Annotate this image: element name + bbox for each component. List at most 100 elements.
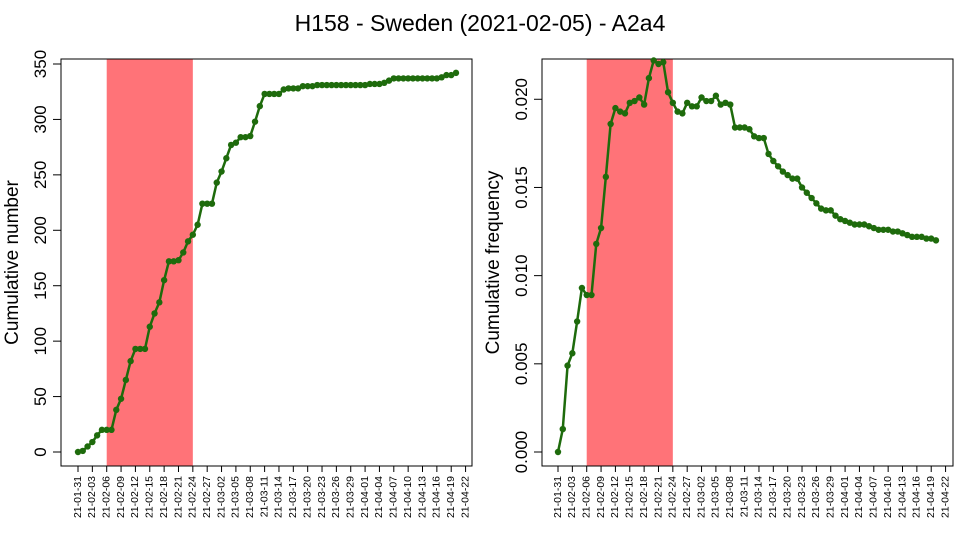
x-tick-label: 21-04-19 xyxy=(925,476,937,518)
x-tick-label: 21-03-02 xyxy=(215,476,227,518)
data-point xyxy=(294,85,302,92)
data-point xyxy=(371,80,378,88)
data-point xyxy=(808,194,815,202)
x-tick-label: 21-02-18 xyxy=(158,476,170,518)
data-point xyxy=(117,395,125,402)
data-point xyxy=(428,75,436,82)
data-point xyxy=(727,101,734,108)
x-tick-label: 21-04-19 xyxy=(445,476,457,518)
data-point xyxy=(703,97,710,105)
data-point xyxy=(856,221,863,228)
y-tick-label: 200 xyxy=(31,216,50,244)
y-tick-label: 0.015 xyxy=(512,166,531,209)
data-point xyxy=(93,432,101,439)
data-point xyxy=(827,207,834,214)
x-tick-label: 21-04-01 xyxy=(359,476,371,518)
data-point xyxy=(923,235,930,242)
y-axis-label: Cumulative frequency xyxy=(483,170,504,354)
data-point xyxy=(569,350,576,357)
x-tick-label: 21-03-05 xyxy=(230,476,242,518)
data-point xyxy=(650,57,657,64)
data-point xyxy=(621,110,629,117)
data-point xyxy=(784,171,791,179)
data-point xyxy=(352,81,359,89)
data-point xyxy=(875,226,882,233)
x-tick-label: 21-02-06 xyxy=(100,476,112,518)
data-point xyxy=(151,310,158,317)
x-tick-label: 21-02-21 xyxy=(652,476,664,518)
data-point xyxy=(419,75,426,82)
data-point xyxy=(880,226,887,233)
x-tick-label: 21-03-14 xyxy=(753,476,765,518)
data-point xyxy=(597,224,605,232)
data-point xyxy=(366,80,374,88)
x-tick-label: 21-02-18 xyxy=(638,476,650,518)
data-point xyxy=(314,81,321,89)
y-tick-label: 100 xyxy=(31,327,50,355)
x-tick-label: 21-02-03 xyxy=(86,476,98,518)
data-point xyxy=(256,102,264,110)
data-point xyxy=(237,133,244,141)
x-tick-label: 21-03-29 xyxy=(345,476,357,518)
data-point xyxy=(103,426,110,434)
x-tick-label: 21-03-05 xyxy=(710,476,722,518)
data-point xyxy=(794,175,801,182)
data-point xyxy=(770,157,777,165)
x-tick-label: 21-04-07 xyxy=(868,476,880,518)
x-tick-label: 21-02-24 xyxy=(187,476,199,518)
data-point xyxy=(908,233,916,241)
data-point xyxy=(774,163,782,170)
data-point xyxy=(607,120,614,128)
data-point xyxy=(218,168,225,175)
data-point xyxy=(707,97,715,105)
data-point xyxy=(285,85,292,92)
highlight-band xyxy=(586,59,673,466)
y-tick-label: 150 xyxy=(31,272,50,300)
x-tick-label: 21-04-01 xyxy=(839,476,851,518)
data-point xyxy=(688,103,696,110)
data-point xyxy=(755,134,763,142)
data-point xyxy=(438,74,445,81)
x-tick-label: 21-01-31 xyxy=(72,476,84,518)
data-point xyxy=(89,438,96,446)
data-point xyxy=(280,86,287,93)
data-point xyxy=(141,345,149,353)
x-tick-label: 21-04-04 xyxy=(373,476,385,518)
x-tick-label: 21-03-14 xyxy=(273,476,285,518)
x-tick-label: 21-03-02 xyxy=(695,476,707,518)
data-point xyxy=(832,212,839,219)
x-tick-label: 21-02-03 xyxy=(566,476,578,518)
data-point xyxy=(333,81,340,89)
y-tick-label: 0.020 xyxy=(512,78,531,121)
data-point xyxy=(889,228,897,235)
data-point xyxy=(180,249,187,256)
y-axis-label: Cumulative number xyxy=(2,179,23,344)
data-point xyxy=(304,82,311,90)
data-point xyxy=(385,77,393,84)
data-point xyxy=(660,59,667,66)
data-point xyxy=(789,175,796,182)
data-point xyxy=(851,221,858,228)
data-point xyxy=(765,150,772,158)
x-tick-label: 21-03-20 xyxy=(301,476,313,518)
x-tick-label: 21-03-17 xyxy=(287,476,299,518)
data-point xyxy=(261,90,268,98)
data-point xyxy=(208,200,216,207)
data-point xyxy=(448,71,455,79)
x-tick-label: 21-02-12 xyxy=(609,476,621,518)
data-point xyxy=(290,85,297,92)
x-tick-label: 21-04-07 xyxy=(388,476,400,518)
data-point xyxy=(400,75,407,82)
data-point xyxy=(443,71,450,79)
data-point xyxy=(84,443,91,450)
data-point xyxy=(156,299,163,306)
data-point xyxy=(213,179,220,186)
x-tick-label: 21-03-29 xyxy=(825,476,837,518)
x-tick-label: 21-02-21 xyxy=(172,476,184,518)
x-tick-label: 21-03-23 xyxy=(316,476,328,518)
data-point xyxy=(583,291,590,299)
x-tick-label: 21-02-15 xyxy=(624,476,636,518)
data-point xyxy=(693,103,700,110)
x-tick-label: 21-03-23 xyxy=(796,476,808,518)
